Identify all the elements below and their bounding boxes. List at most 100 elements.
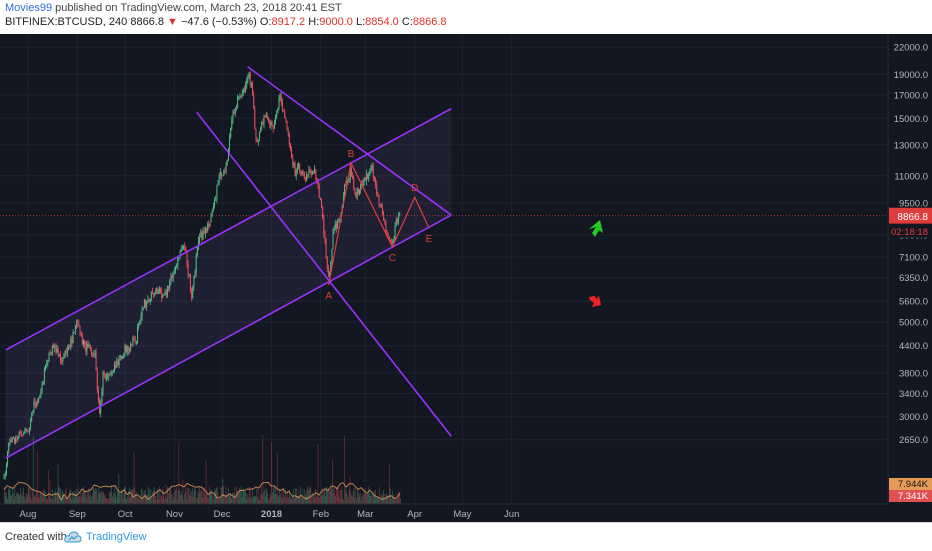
- candle-body: [188, 274, 190, 276]
- volume-bar: [28, 486, 30, 504]
- candle-body: [246, 79, 248, 86]
- volume-bar: [364, 488, 366, 504]
- candle-body: [317, 180, 319, 186]
- volume-bar: [183, 499, 184, 504]
- y-tick-label: 3000.0: [899, 412, 928, 423]
- volume-bar: [397, 498, 399, 504]
- candle-body: [286, 120, 288, 130]
- candle-body: [348, 179, 350, 182]
- candle-body: [290, 144, 291, 150]
- volume-bar: [231, 498, 232, 504]
- volume-bar: [59, 487, 60, 504]
- candle-body: [315, 169, 317, 179]
- volume-bar: [193, 490, 195, 504]
- candle-body: [76, 322, 78, 326]
- candle-body: [391, 240, 393, 243]
- volume-bar: [90, 499, 92, 504]
- volume-bar: [96, 499, 98, 504]
- y-tick-label: 19000.0: [894, 70, 928, 81]
- volume-bar: [338, 487, 340, 504]
- volume-bar: [216, 487, 217, 504]
- volume-bar: [202, 498, 204, 504]
- volume-bar: [252, 498, 254, 504]
- candle-body: [203, 231, 205, 234]
- candle-body: [198, 240, 199, 247]
- volume-bar: [179, 489, 180, 504]
- candle-body: [120, 356, 122, 358]
- volume-bar: [15, 496, 16, 504]
- y-tick-label: 5600.0: [899, 297, 928, 308]
- volume-bar: [144, 489, 146, 504]
- price-chart[interactable]: A B C D E 22000.0 19000.0 17000.0 15000.0 13000.0…: [0, 34, 932, 522]
- candle-body: [242, 89, 244, 94]
- y-tick-label: 6350.0: [899, 273, 928, 284]
- volume-bar: [34, 496, 36, 504]
- volume-bar: [84, 491, 85, 504]
- candle-body: [152, 291, 153, 294]
- volume-bar: [375, 489, 376, 504]
- volume-bar: [200, 490, 201, 504]
- volume-bar: [399, 493, 400, 504]
- candle-body: [70, 339, 72, 348]
- candle-body: [195, 255, 197, 273]
- candle-body: [299, 163, 301, 171]
- candle-body: [352, 176, 354, 179]
- candle-body: [241, 93, 243, 97]
- volume-bar: [8, 488, 9, 504]
- volume-bar: [284, 489, 286, 504]
- volume-bar: [63, 493, 64, 504]
- candle-body: [170, 276, 172, 282]
- candle-body: [235, 106, 237, 108]
- candle-body: [249, 72, 251, 86]
- candle-body: [118, 358, 120, 365]
- candle-body: [88, 344, 90, 347]
- volume-bar: [49, 480, 51, 504]
- candle-body: [302, 171, 304, 173]
- candle-body: [329, 274, 331, 276]
- volume-bar: [359, 493, 360, 504]
- volume-bar: [75, 493, 76, 504]
- candle-body: [359, 189, 360, 194]
- candle-body: [11, 438, 13, 443]
- volume-bar: [69, 490, 71, 504]
- candle-body: [54, 345, 56, 348]
- tradingview-brand[interactable]: TradingView: [86, 531, 147, 543]
- volume-bar: [288, 489, 290, 504]
- author-link[interactable]: Movies99: [5, 2, 53, 14]
- candle-body: [285, 117, 287, 121]
- volume-bar: [327, 490, 328, 504]
- candle-body: [165, 291, 167, 296]
- volume-bar: [228, 487, 229, 504]
- volume-bar: [304, 488, 305, 504]
- volume-bar: [241, 497, 243, 504]
- volume-bar: [125, 499, 127, 504]
- volume-bar: [265, 487, 267, 504]
- candle-body: [365, 173, 367, 181]
- volume-bar: [208, 497, 209, 504]
- candle-body: [171, 276, 173, 279]
- candle-body: [385, 221, 387, 233]
- volume-bar: [356, 488, 358, 504]
- volume-bar: [26, 496, 28, 504]
- volume-bars: [3, 435, 401, 504]
- y-tick-label: 13000.0: [894, 140, 928, 151]
- volume-bar: [299, 496, 300, 504]
- volume-bar: [166, 498, 168, 504]
- volume-bar: [108, 498, 109, 504]
- volume-bar: [80, 496, 82, 504]
- volume-bar: [127, 496, 128, 504]
- volume-bar: [182, 479, 184, 504]
- volume-bar: [129, 497, 131, 504]
- trendline-upper-ascending: [5, 107, 452, 351]
- volume-bar: [160, 495, 162, 504]
- candle-body: [324, 234, 326, 241]
- candle-body: [53, 345, 55, 348]
- chart-area[interactable]: A B C D E 22000.0 19000.0 17000.0 15000.0 13000.0…: [0, 34, 932, 522]
- volume-bar: [313, 494, 315, 504]
- volume-bar: [31, 499, 32, 504]
- volume-bar: [367, 493, 368, 504]
- volume-bar: [161, 496, 163, 504]
- y-tick-label: 7100.0: [899, 253, 928, 264]
- volume-bar: [317, 444, 319, 504]
- volume-bar: [40, 494, 42, 504]
